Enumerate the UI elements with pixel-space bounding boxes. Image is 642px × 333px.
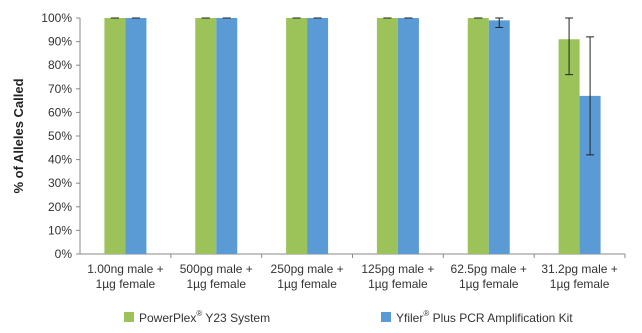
y-tick-label: 50% — [48, 129, 72, 143]
legend-swatch — [381, 312, 391, 322]
bar-powerplex — [104, 18, 126, 254]
bar-powerplex — [376, 18, 398, 254]
y-tick-label: 60% — [48, 105, 72, 119]
y-tick-label: 40% — [48, 153, 72, 167]
x-tick-label: 1.00ng male +1µg female — [87, 262, 163, 291]
bar-yfiler — [397, 18, 419, 254]
bar-yfiler — [579, 95, 601, 254]
y-tick-label: 90% — [48, 35, 72, 49]
chart-axes — [76, 17, 626, 258]
y-tick-label: 30% — [48, 176, 72, 190]
bar-powerplex — [195, 18, 217, 254]
x-tick-label: 250pg male +1µg female — [271, 262, 344, 291]
legend-label: Yfiler® Plus PCR Amplification Kit — [396, 309, 573, 325]
legend-label: PowerPlex® Y23 System — [139, 309, 270, 325]
y-tick-label: 10% — [48, 223, 72, 237]
bar-powerplex — [286, 18, 308, 254]
x-tick-labels: 1.00ng male +1µg female 500pg male +1µg f… — [87, 262, 618, 291]
legend-swatch — [124, 312, 134, 322]
x-tick-label: 31.2pg male +1µg female — [541, 262, 617, 291]
bar-yfiler — [125, 18, 147, 254]
y-tick-label: 100% — [41, 11, 72, 25]
y-tick-label: 80% — [48, 58, 72, 72]
y-tick-labels: 0% 10% 20% 30% 40% 50% 60% 70% 80% 90% 100% — [41, 11, 72, 261]
y-tick-label: 20% — [48, 200, 72, 214]
legend: PowerPlex® Y23 System Yfiler® Plus PCR Am… — [124, 309, 573, 325]
y-axis-label: % of Alleles Called — [11, 78, 26, 193]
y-tick-label: 0% — [55, 247, 73, 261]
x-tick-label: 62.5pg male +1µg female — [451, 262, 527, 291]
bar-yfiler — [307, 18, 329, 254]
bar-yfiler — [488, 20, 510, 254]
x-tick-label: 500pg male +1µg female — [180, 262, 253, 291]
x-tick-label: 125pg male +1µg female — [361, 262, 434, 291]
y-tick-label: 70% — [48, 82, 72, 96]
bar-powerplex — [558, 39, 580, 254]
bar-powerplex — [467, 18, 489, 254]
bar-yfiler — [216, 18, 238, 254]
chart-bars — [104, 17, 601, 254]
